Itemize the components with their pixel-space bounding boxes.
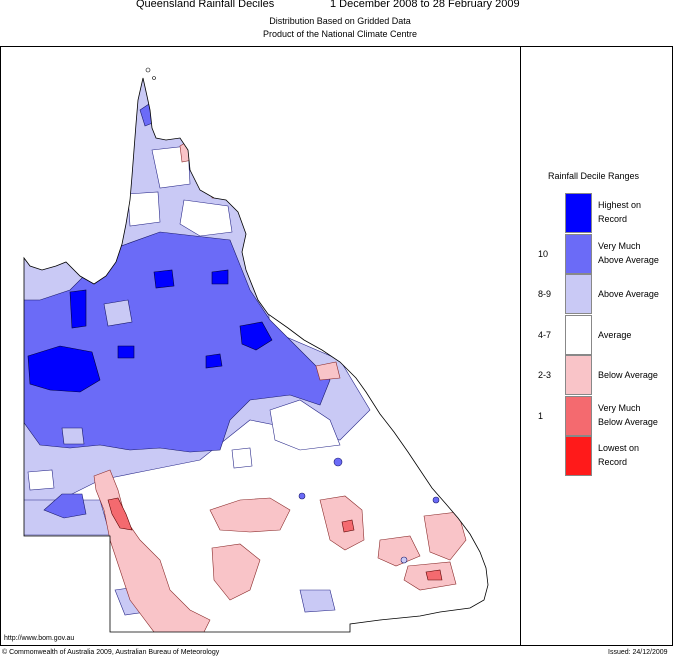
below-average-southeast-2 <box>377 535 421 567</box>
below-average-coast <box>423 511 467 561</box>
above-average-hole-small <box>61 427 85 445</box>
legend-range: 1 <box>538 410 544 421</box>
highest-on-record-northwest <box>69 289 87 329</box>
below-average-east <box>315 361 341 381</box>
very-much-below-average-southeast <box>341 519 355 533</box>
legend-swatch <box>565 355 592 395</box>
average-patch-peninsula <box>151 145 191 189</box>
below-average-south-central <box>211 543 261 601</box>
title-period: 1 December 2008 to 28 February 2009 <box>330 0 520 10</box>
average-patch-west <box>27 469 55 491</box>
map-title: Queensland Rainfall Deciles 1 December 2… <box>0 0 674 14</box>
legend-swatch <box>565 314 592 355</box>
footer-url: http://www.bom.gov.au <box>4 635 75 642</box>
map-frame <box>0 46 673 646</box>
queensland-outline <box>23 77 489 633</box>
queensland-decile-map <box>23 67 489 633</box>
footer-copyright: © Commonwealth of Australia 2009, Austra… <box>2 649 220 656</box>
legend-range: 2-3 <box>538 370 552 380</box>
legend-label: Below Average <box>598 370 658 380</box>
very-much-above-average-southwest <box>43 493 87 519</box>
legend-divider <box>520 46 521 646</box>
very-much-above-average-dot-3 <box>432 496 440 504</box>
legend-label: Highest on Record <box>598 200 642 224</box>
title-region: Queensland Rainfall Deciles <box>136 0 275 10</box>
average-patch-central <box>269 399 341 451</box>
average-patch-cape <box>127 191 161 227</box>
legend-label: Lowest on Record <box>598 443 640 467</box>
subtitle-product: Product of the National Climate Centre <box>262 29 418 39</box>
legend-swatch <box>565 233 592 274</box>
legend-swatch <box>565 395 592 436</box>
very-much-above-average-region <box>24 231 331 453</box>
legend-label: Average <box>598 329 632 340</box>
highest-on-record-coast <box>239 321 273 351</box>
very-much-below-average-southwest <box>107 497 133 531</box>
above-average-hole <box>103 299 133 327</box>
above-average-dot <box>400 556 408 564</box>
subtitle-distribution: Distribution Based on Gridded Data <box>269 16 411 26</box>
legend-label: Very Much Below Average <box>598 402 658 427</box>
below-average-central-south <box>209 497 291 533</box>
island-1 <box>145 67 151 73</box>
very-much-above-average-dot-2 <box>298 492 306 500</box>
legend-range: 8-9 <box>538 289 552 299</box>
very-much-below-average-coast <box>425 569 443 581</box>
legend-range: 10 <box>538 248 549 259</box>
legend-swatch <box>565 436 592 476</box>
highest-on-record-gulf <box>153 269 175 289</box>
footer-issued: Issued: 24/12/2009 <box>608 649 668 656</box>
very-much-above-average-dot-1 <box>333 457 343 467</box>
average-patch-small <box>231 447 253 469</box>
legend-label: Above Average <box>598 289 659 299</box>
legend-swatch <box>565 193 592 233</box>
legend-swatch <box>565 274 592 314</box>
legend-label: Very Much Above Average <box>598 240 659 265</box>
average-patch-tablelands <box>179 199 233 237</box>
legend-title: Rainfall Decile Ranges <box>548 171 640 181</box>
highest-on-record-small-3 <box>211 269 229 285</box>
highest-on-record-small-2 <box>117 345 135 359</box>
below-average-north <box>211 185 223 199</box>
above-average-south-patch <box>299 589 336 613</box>
legend-range: 4-7 <box>538 329 552 340</box>
highest-on-record-small-1 <box>205 353 223 369</box>
highest-on-record-west <box>27 345 101 393</box>
island-2 <box>152 76 156 80</box>
